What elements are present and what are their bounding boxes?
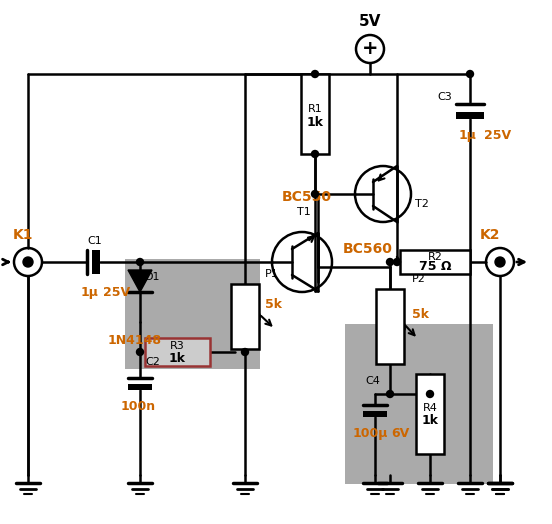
Text: P1: P1 xyxy=(265,269,279,279)
Bar xyxy=(363,411,387,417)
Text: R2: R2 xyxy=(428,252,443,262)
Text: 1k: 1k xyxy=(169,352,186,365)
Bar xyxy=(128,384,152,390)
Text: 100μ: 100μ xyxy=(352,427,388,440)
Circle shape xyxy=(136,258,144,266)
Bar xyxy=(301,74,329,154)
Circle shape xyxy=(466,71,474,78)
Circle shape xyxy=(386,390,394,398)
Text: C4: C4 xyxy=(365,376,380,386)
Circle shape xyxy=(311,191,319,198)
Text: 1k: 1k xyxy=(306,115,323,128)
Text: 1μ: 1μ xyxy=(459,129,477,142)
Text: T1: T1 xyxy=(297,207,311,217)
Text: P2: P2 xyxy=(412,274,426,284)
Bar xyxy=(145,338,210,366)
Bar xyxy=(231,284,259,349)
Text: 100n: 100n xyxy=(120,400,156,413)
Text: 75 Ω: 75 Ω xyxy=(419,260,451,274)
Circle shape xyxy=(136,348,144,355)
Text: R3: R3 xyxy=(170,341,185,351)
Bar xyxy=(125,259,260,369)
Bar xyxy=(92,250,100,274)
Circle shape xyxy=(311,71,319,78)
Circle shape xyxy=(394,258,401,266)
Text: BC550: BC550 xyxy=(282,190,332,204)
Text: K1: K1 xyxy=(13,228,33,242)
Text: 1N4148: 1N4148 xyxy=(108,334,162,347)
Text: 1μ: 1μ xyxy=(80,286,98,299)
Text: BC560: BC560 xyxy=(343,242,393,256)
Text: C3: C3 xyxy=(437,92,452,102)
Text: C1: C1 xyxy=(88,236,102,246)
Polygon shape xyxy=(128,270,152,292)
Circle shape xyxy=(242,348,248,355)
Text: T2: T2 xyxy=(415,199,429,209)
Circle shape xyxy=(311,150,319,158)
Circle shape xyxy=(23,257,33,267)
Text: +: + xyxy=(362,39,378,59)
Text: 25V: 25V xyxy=(103,286,130,299)
Bar xyxy=(416,374,444,454)
Text: 5k: 5k xyxy=(412,308,429,321)
Bar xyxy=(456,112,484,119)
Text: K2: K2 xyxy=(480,228,500,242)
Bar xyxy=(345,324,493,484)
Bar xyxy=(400,250,470,274)
Circle shape xyxy=(386,258,394,266)
Circle shape xyxy=(495,257,505,267)
Text: D1: D1 xyxy=(145,272,161,282)
Text: 1k: 1k xyxy=(422,414,438,428)
Text: 6V: 6V xyxy=(391,427,409,440)
Text: R4: R4 xyxy=(423,403,437,413)
Bar xyxy=(376,289,404,364)
Circle shape xyxy=(427,390,433,398)
Text: R1: R1 xyxy=(307,104,322,114)
Text: 5V: 5V xyxy=(359,14,381,29)
Text: 25V: 25V xyxy=(484,129,511,142)
Text: 5k: 5k xyxy=(265,298,282,311)
Text: C2: C2 xyxy=(145,357,160,367)
